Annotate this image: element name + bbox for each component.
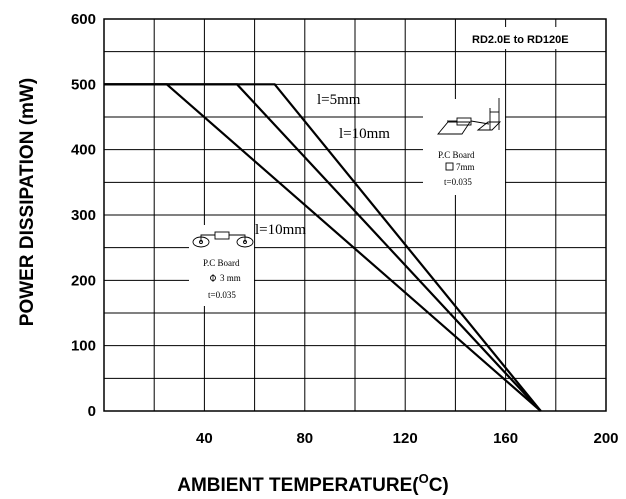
inset-left-board: P.C Board xyxy=(203,258,240,268)
x-tick-label: 160 xyxy=(493,430,518,447)
inset-right-thickness: t=0.035 xyxy=(444,177,472,187)
inset-left-size: 3 mm xyxy=(220,273,241,283)
x-tick-label: 120 xyxy=(393,430,418,447)
inset-right-size: 7mm xyxy=(456,162,475,172)
grid xyxy=(103,18,607,412)
series-lines xyxy=(104,83,542,412)
x-axis-title: AMBIENT TEMPERATURE(OC) xyxy=(177,471,449,496)
inset-right-board: P.C Board xyxy=(438,150,475,160)
y-axis-title: POWER DISSIPATION (mW) xyxy=(17,78,38,326)
model-tag-box xyxy=(465,27,578,49)
y-tick-label: 500 xyxy=(71,76,96,93)
y-tick-label: 400 xyxy=(71,142,96,159)
model-tag: RD2.0E to RD120E xyxy=(472,34,569,46)
y-tick-label: 200 xyxy=(71,272,96,289)
inset-left-thickness: t=0.035 xyxy=(208,290,236,300)
x-tick-label: 80 xyxy=(296,430,313,447)
square-icon xyxy=(445,162,454,171)
plot-frame xyxy=(103,18,607,412)
x-tick-label: 40 xyxy=(196,430,213,447)
inset-left: P.C Board 3 mm t=0.035 xyxy=(189,225,254,306)
series-label-10mm-upper: l=10mm xyxy=(339,126,390,142)
x-tick-label: 200 xyxy=(593,430,618,447)
inset-right-box xyxy=(423,99,505,195)
inset-left-box xyxy=(189,225,254,306)
y-tick-label: 600 xyxy=(71,11,96,28)
y-tick-label: 0 xyxy=(88,403,96,420)
inset-right-diagram-icon xyxy=(437,98,502,135)
y-tick-label: 100 xyxy=(71,338,96,355)
inset-left-diagram-icon xyxy=(192,231,254,248)
series-line-3 xyxy=(104,83,542,412)
series-label-5mm: l=5mm xyxy=(317,92,361,108)
y-tick-label: 300 xyxy=(71,207,96,224)
tick-labels: 0 100 200 300 400 500 600 40 80 120 160 200 xyxy=(71,11,619,447)
inset-right: P.C Board 7mm t=0.035 xyxy=(423,98,505,195)
series-label-10mm-lower: l=10mm xyxy=(255,222,306,238)
